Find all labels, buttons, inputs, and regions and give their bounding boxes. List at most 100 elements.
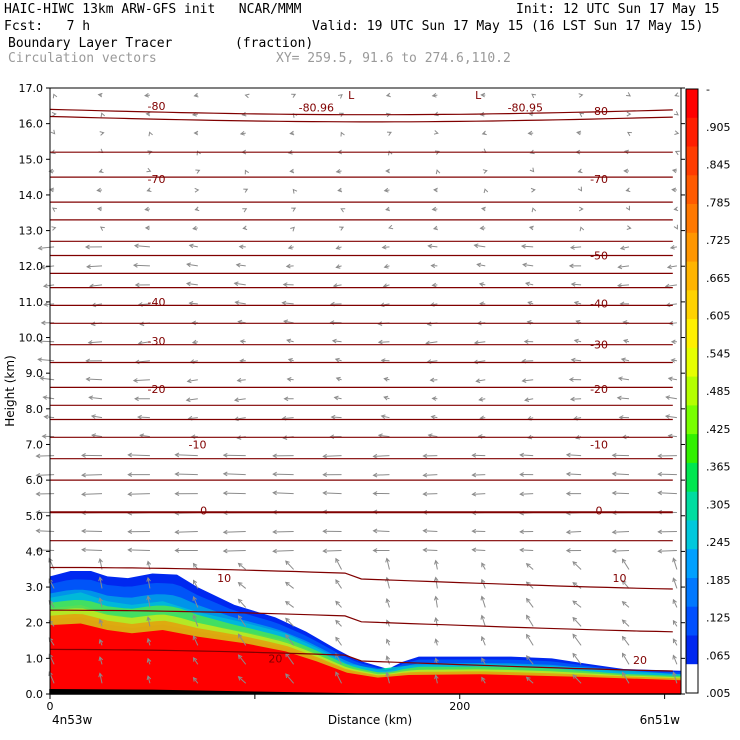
wind-vector	[481, 562, 486, 570]
wind-vector-head	[96, 206, 102, 212]
wind-vector-head	[657, 471, 663, 477]
wind-vector-head	[132, 378, 138, 383]
wind-vector-head	[480, 92, 486, 98]
wind-vector-head	[193, 92, 199, 98]
tracer-core	[50, 623, 681, 694]
colorbar-label: .785	[706, 196, 731, 209]
isotherm-label: 10	[613, 572, 627, 585]
wind-vector-head	[144, 206, 150, 212]
wind-vector-head	[87, 340, 93, 345]
y-tick-label: 12.0	[19, 260, 44, 273]
wind-vector-head	[322, 490, 328, 496]
wind-vector	[128, 454, 150, 457]
wind-vector-head	[568, 263, 574, 269]
wind-vector	[238, 615, 247, 627]
wind-vector-head	[671, 168, 677, 174]
wind-vector	[334, 396, 342, 400]
isotherm-label: -20	[590, 383, 608, 396]
wind-vector-head	[43, 302, 49, 307]
wind-vector-head	[84, 244, 90, 250]
wind-vector-head	[578, 93, 584, 98]
wind-vector-head	[335, 671, 340, 677]
wind-vector	[477, 263, 486, 267]
wind-vector-head	[242, 225, 248, 231]
wind-vector	[237, 379, 246, 382]
wind-vector	[282, 417, 294, 420]
wind-vector-head	[50, 129, 56, 135]
wind-vector-head	[289, 130, 295, 136]
wind-vector-head	[192, 635, 197, 641]
x-start-label: 4n53w	[52, 713, 93, 727]
wind-vector-head	[433, 595, 439, 601]
wind-vector	[99, 577, 103, 589]
forecast-hour: Fcst: 7 h	[4, 19, 91, 34]
wind-vector	[238, 599, 247, 608]
wind-vector-head	[617, 283, 622, 288]
wind-vector-head	[526, 614, 531, 620]
wind-vector	[323, 492, 342, 495]
y-tick-label: 14.0	[19, 189, 44, 202]
wind-vector-head	[81, 547, 86, 553]
wind-vector-head	[523, 339, 529, 345]
colorbar-swatch	[686, 434, 698, 464]
wind-vector-head	[427, 243, 433, 249]
wind-vector-head	[37, 245, 43, 251]
wind-vector	[273, 492, 294, 495]
wind-vector-head	[471, 547, 477, 553]
wind-vector-head	[480, 206, 486, 212]
wind-vector-head	[283, 396, 289, 402]
wind-vector-head	[674, 130, 680, 135]
wind-vector	[82, 530, 103, 533]
colorbar-label: .005	[706, 687, 731, 700]
wind-vector-head	[144, 225, 150, 231]
wind-vector	[187, 379, 198, 382]
colorbar-label: .305	[706, 498, 731, 511]
wind-vector	[223, 473, 246, 476]
wind-vector	[193, 580, 199, 589]
colorbar-frame	[685, 88, 699, 694]
wind-vector-head	[380, 358, 386, 363]
wind-vector-head	[98, 557, 103, 563]
wind-vector-head	[137, 414, 142, 420]
wind-vector	[236, 264, 246, 267]
isotherm-label: -40	[590, 298, 608, 311]
wind-vector-head	[192, 595, 197, 601]
wind-vector-head	[380, 414, 386, 419]
wind-vector-head	[99, 131, 105, 136]
y-tick-label: 15.0	[19, 153, 44, 166]
wind-vector-head	[222, 490, 228, 496]
y-tick-label: 1.0	[26, 652, 44, 665]
wind-vector	[472, 474, 486, 476]
wind-vector-head	[272, 453, 277, 459]
wind-vector-head	[669, 245, 675, 250]
wind-vector-head	[621, 601, 627, 606]
wind-vector	[566, 454, 582, 457]
wind-vector-head	[144, 92, 149, 98]
colorbar: - .905 .845 .785 .725 .665 .605 .545 .485 .425 .36…	[685, 83, 731, 700]
wind-vector-head	[174, 491, 180, 497]
wind-vector	[323, 549, 342, 552]
wind-vector-head	[388, 224, 394, 230]
wind-vector-head	[186, 378, 192, 384]
wind-vector-head	[673, 224, 678, 230]
wind-vector-head	[287, 358, 293, 363]
isotherm-label: -80	[590, 105, 608, 118]
wind-vector-head	[284, 581, 290, 587]
wind-vector	[147, 638, 151, 646]
wind-vector-head	[48, 578, 53, 584]
wind-vector-head	[434, 559, 439, 565]
wind-vector	[472, 493, 486, 495]
wind-vector	[426, 341, 438, 344]
wind-vector	[523, 264, 534, 267]
wind-vector-head	[43, 414, 49, 420]
wind-vector	[373, 474, 390, 476]
wind-vector-head	[238, 244, 244, 250]
wind-vector-head	[88, 395, 94, 401]
wind-vector	[435, 577, 438, 589]
colorbar-swatch	[686, 204, 698, 234]
wind-vector-head	[185, 281, 191, 287]
wind-vector-head	[573, 338, 579, 344]
wind-vector-head	[621, 558, 627, 564]
wind-vector	[612, 473, 630, 476]
wind-vector-head	[35, 547, 41, 553]
